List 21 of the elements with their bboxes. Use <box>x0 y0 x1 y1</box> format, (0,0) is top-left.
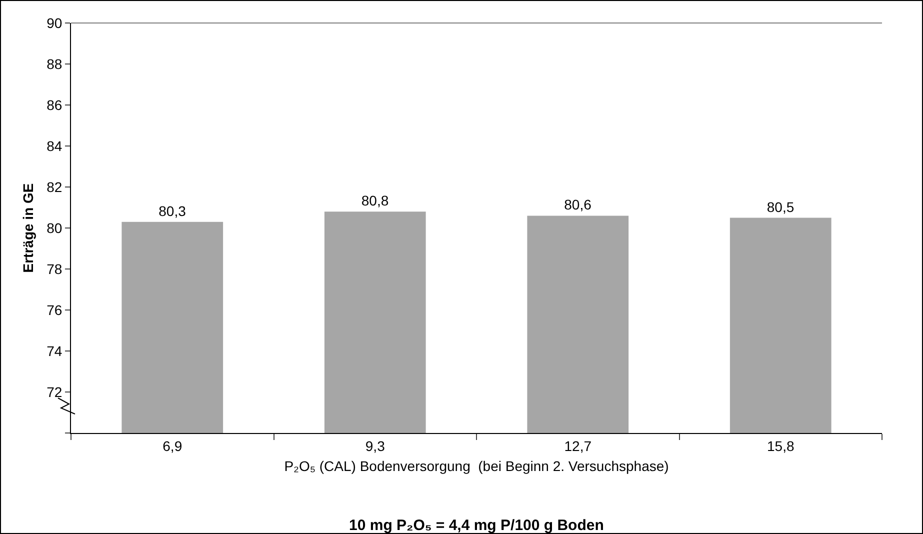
y-tick-label: 86 <box>46 96 62 113</box>
x-tick-label: 6,9 <box>162 438 182 454</box>
x-tick-label: 9,3 <box>365 438 386 454</box>
y-tick-label: 74 <box>46 342 62 359</box>
data-label: 80,6 <box>564 196 592 213</box>
text: 10 mg P₂O₅ = 4,4 mg P/100 g Boden <box>349 517 604 534</box>
y-tick-label: 84 <box>46 138 62 154</box>
y-tick-label: 88 <box>46 56 62 72</box>
y-tick-label: 90 <box>46 14 62 31</box>
data-label: 80,8 <box>361 192 389 209</box>
y-tick-label: 80 <box>46 220 62 236</box>
x-tick-label: 12,7 <box>564 438 592 454</box>
y-tick-label: 82 <box>46 178 62 195</box>
x-axis-title: P₂O₅ (CAL) Bodenversorgung (bei Beginn 2. Versuchsphase) <box>284 458 669 474</box>
y-tick-label: 78 <box>46 260 62 277</box>
y-tick-label: 72 <box>46 384 62 400</box>
data-label: 80,3 <box>158 202 186 219</box>
y-tick-label: 76 <box>46 302 62 318</box>
x-tick-label: 15,8 <box>767 438 794 454</box>
y-axis-title: Erträge in GE <box>20 183 36 273</box>
data-label: 80,5 <box>766 198 794 215</box>
